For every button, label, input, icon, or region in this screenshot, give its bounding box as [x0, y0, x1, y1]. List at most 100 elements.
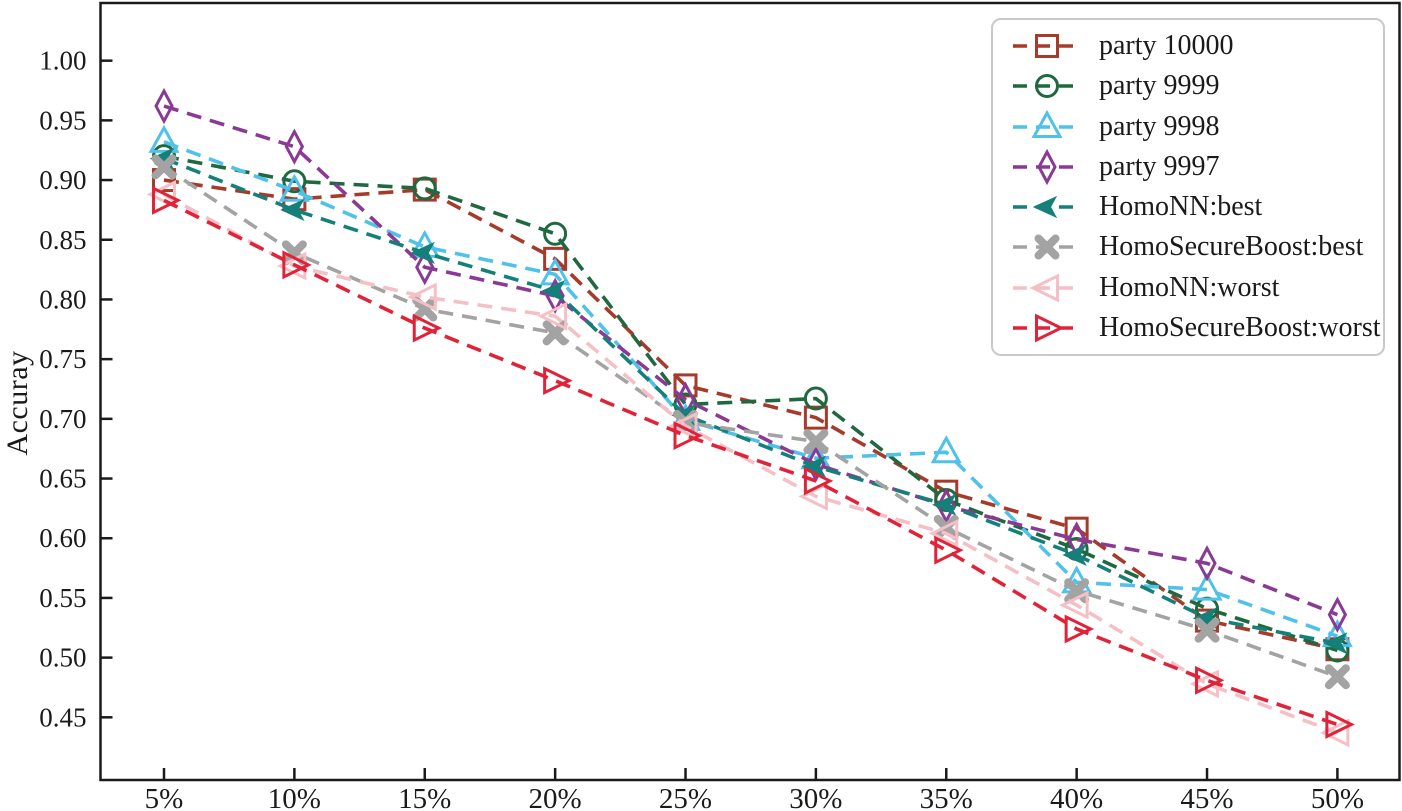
legend-label: party 9997: [1099, 150, 1220, 182]
legend-label: party 9999: [1099, 70, 1220, 102]
data-point-marker: [1191, 572, 1223, 601]
data-point-marker: [932, 493, 957, 516]
data-point-marker: [282, 169, 307, 194]
legend-item: party 10000: [1011, 27, 1375, 65]
legend-marker-homosecureboost-best: [1013, 234, 1081, 260]
legend-marker-homosecureboost-worst: [1013, 313, 1081, 343]
data-point-marker: [154, 87, 174, 125]
data-point-marker: [930, 435, 962, 464]
legend-item: HomoSecureBoost:worst: [1011, 309, 1381, 347]
x-tick-label: 15%: [398, 783, 451, 811]
data-point-marker: [280, 198, 305, 221]
data-point-marker: [410, 241, 435, 264]
data-point-marker: [673, 373, 698, 398]
y-tick-label: 0.75: [39, 344, 86, 374]
x-tick-label: 30%: [789, 783, 842, 811]
data-point-marker: [152, 185, 182, 215]
data-point-marker: [928, 519, 959, 548]
series-line-party-9999: [163, 154, 1338, 653]
data-point-marker: [1197, 545, 1217, 582]
legend-label: party 9998: [1099, 110, 1220, 142]
data-point-marker: [278, 173, 310, 202]
data-point-marker: [803, 405, 828, 430]
x-tick-label: 40%: [1050, 783, 1103, 811]
legend-marker-glyph: [1034, 234, 1060, 260]
data-point-marker: [543, 366, 573, 396]
y-tick-label: 0.70: [39, 404, 86, 434]
x-tick-label: 35%: [920, 783, 973, 811]
series-line-homonn-worst: [163, 192, 1339, 735]
legend-label: party 10000: [1099, 30, 1234, 62]
y-tick-label: 0.80: [39, 284, 86, 314]
legend-marker-party-9999: [1013, 74, 1081, 99]
legend-marker-glyph: [1037, 148, 1057, 185]
data-point-marker: [1062, 543, 1087, 567]
data-point-marker: [540, 280, 566, 303]
y-tick-label: 0.60: [39, 523, 86, 553]
legend-item: HomoNN:best: [1011, 188, 1375, 226]
data-point-marker: [1064, 614, 1095, 644]
data-point-marker: [146, 179, 176, 209]
data-point-marker: [934, 535, 964, 565]
y-tick-label: 1.00: [39, 46, 86, 76]
legend-item: party 9997: [1011, 148, 1375, 186]
data-point-marker: [803, 466, 834, 496]
data-point-marker: [412, 313, 443, 343]
legend-marker-party-9997: [1013, 148, 1081, 185]
legend-item: HomoNN:worst: [1011, 269, 1375, 307]
legend-item: party 9999: [1011, 67, 1375, 105]
y-tick-label: 0.95: [39, 105, 86, 135]
data-point-marker: [798, 482, 828, 511]
legend-marker-glyph: [1031, 109, 1063, 138]
legend-label: HomoNN:best: [1099, 191, 1263, 223]
x-tick-label: 45%: [1180, 783, 1233, 811]
data-point-marker: [803, 386, 828, 411]
data-point-marker: [281, 240, 307, 266]
data-point-marker: [412, 296, 438, 322]
data-point-marker: [1059, 590, 1089, 620]
data-point-marker: [1325, 710, 1355, 739]
data-point-marker: [407, 282, 437, 312]
legend-marker-glyph: [1035, 313, 1065, 343]
y-tick-label: 0.65: [39, 464, 86, 494]
legend-marker-party-10000: [1013, 34, 1081, 59]
x-tick-label: 20%: [529, 783, 582, 811]
y-tick-label: 0.45: [39, 702, 86, 732]
data-point-marker: [803, 429, 829, 455]
legend-label: HomoSecureBoost:worst: [1099, 311, 1381, 343]
legend-marker-glyph: [1029, 273, 1059, 303]
legend-marker-party-9998: [1013, 109, 1081, 138]
legend-marker-glyph: [1035, 34, 1059, 59]
legend-marker-glyph: [1032, 196, 1058, 219]
x-tick-label: 10%: [268, 783, 321, 811]
data-point-marker: [282, 250, 312, 280]
series-line-homosecureboost-best: [163, 165, 1339, 679]
y-tick-label: 0.90: [39, 165, 86, 195]
y-axis-title: Accuray: [1, 350, 34, 456]
data-point-marker: [148, 124, 180, 153]
data-point-marker: [543, 221, 568, 246]
series-line-homonn-best: [163, 156, 1338, 646]
data-point-marker: [1194, 617, 1220, 643]
data-point-marker: [543, 246, 568, 271]
legend-marker-homonn-worst: [1013, 273, 1081, 303]
legend: party 10000 party 9999 party 9998 party …: [991, 18, 1385, 356]
x-tick-label: 25%: [659, 783, 712, 811]
data-point-marker: [1195, 665, 1225, 695]
legend-marker-homonn-best: [1013, 196, 1081, 219]
data-point-marker: [412, 176, 437, 201]
data-point-marker: [1323, 632, 1348, 655]
y-tick-label: 0.50: [39, 643, 86, 673]
y-tick-label: 0.85: [39, 225, 86, 255]
data-point-marker: [673, 421, 703, 450]
data-point-marker: [1319, 718, 1350, 748]
legend-item: HomoSecureBoost:best: [1011, 228, 1375, 266]
data-point-marker: [284, 128, 305, 165]
data-point-marker: [1327, 596, 1348, 633]
data-point-marker: [537, 301, 568, 331]
series-line-party-9997: [163, 104, 1339, 617]
x-tick-label: 5%: [145, 783, 184, 811]
legend-item: party 9998: [1011, 108, 1375, 146]
